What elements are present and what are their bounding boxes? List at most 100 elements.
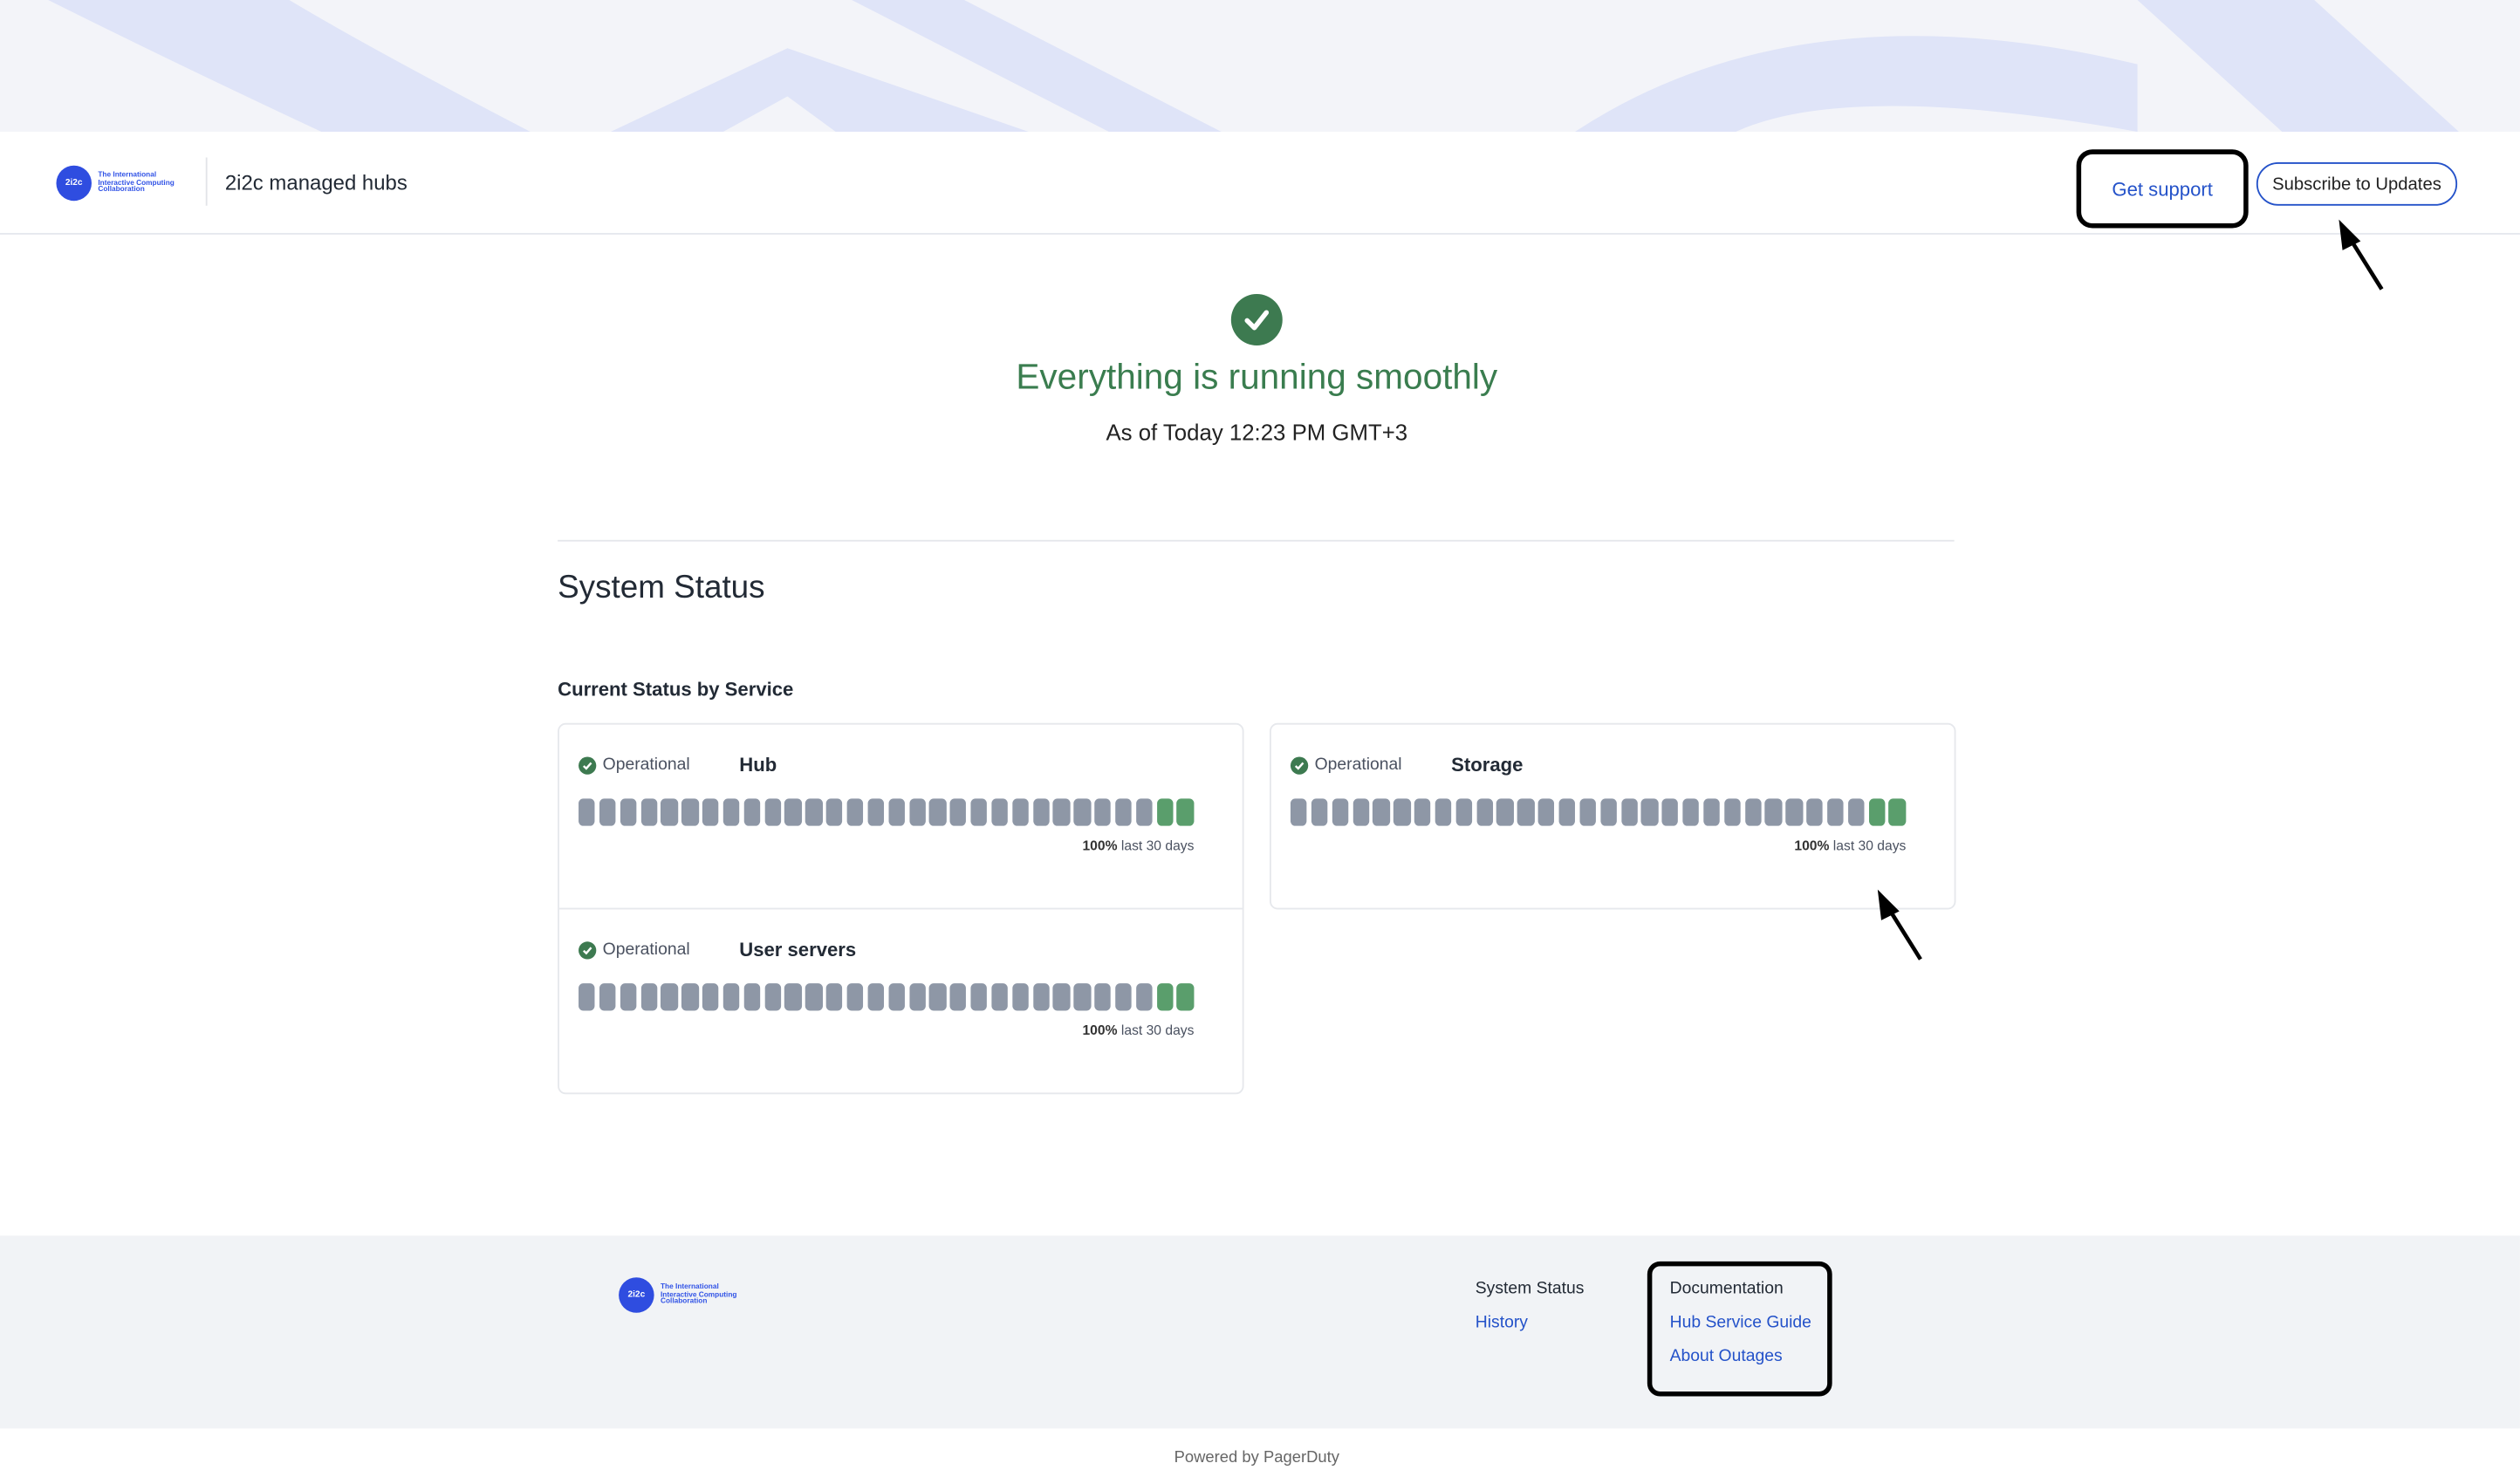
uptime-day-bar[interactable] xyxy=(1177,798,1195,826)
uptime-day-bar[interactable] xyxy=(1156,798,1174,826)
subscribe-button[interactable]: Subscribe to Updates xyxy=(2256,162,2458,206)
uptime-day-bar[interactable] xyxy=(620,983,637,1011)
uptime-day-bar[interactable] xyxy=(908,983,926,1011)
uptime-day-bar[interactable] xyxy=(970,983,988,1011)
uptime-day-bar[interactable] xyxy=(702,983,719,1011)
uptime-day-bar[interactable] xyxy=(1682,798,1700,826)
uptime-day-bar[interactable] xyxy=(1373,798,1390,826)
uptime-day-bar[interactable] xyxy=(887,983,905,1011)
uptime-day-bar[interactable] xyxy=(1094,798,1112,826)
logo-text: The International Interactive Computing … xyxy=(98,170,175,194)
uptime-day-bar[interactable] xyxy=(640,983,657,1011)
uptime-day-bar[interactable] xyxy=(929,983,947,1011)
uptime-day-bar[interactable] xyxy=(661,983,678,1011)
uptime-day-bar[interactable] xyxy=(1641,798,1659,826)
get-support-button[interactable]: Get support xyxy=(2076,149,2249,229)
uptime-day-bar[interactable] xyxy=(764,798,781,826)
uptime-day-bar[interactable] xyxy=(867,798,885,826)
uptime-day-bar[interactable] xyxy=(1620,798,1638,826)
uptime-day-bar[interactable] xyxy=(1011,798,1029,826)
uptime-day-bar[interactable] xyxy=(1765,798,1783,826)
uptime-day-bar[interactable] xyxy=(1094,983,1112,1011)
uptime-day-bar[interactable] xyxy=(743,983,761,1011)
uptime-day-bar[interactable] xyxy=(1806,798,1824,826)
uptime-day-bar[interactable] xyxy=(1476,798,1493,826)
uptime-day-bar[interactable] xyxy=(991,798,1009,826)
check-circle-icon xyxy=(579,756,597,774)
uptime-day-bar[interactable] xyxy=(1032,798,1050,826)
uptime-day-bar[interactable] xyxy=(929,798,947,826)
uptime-day-bar[interactable] xyxy=(1332,798,1349,826)
logo[interactable]: 2i2c The International Interactive Compu… xyxy=(56,165,188,202)
uptime-day-bar[interactable] xyxy=(743,798,761,826)
footer-link-hub-service-guide[interactable]: Hub Service Guide xyxy=(1669,1312,1811,1332)
uptime-day-bar[interactable] xyxy=(1156,983,1174,1011)
uptime-day-bar[interactable] xyxy=(1827,798,1844,826)
footer-link-history[interactable]: History xyxy=(1475,1312,1528,1332)
uptime-day-bar[interactable] xyxy=(1177,983,1195,1011)
uptime-day-bar[interactable] xyxy=(1435,798,1452,826)
uptime-day-bar[interactable] xyxy=(1032,983,1050,1011)
footer-link-about-outages[interactable]: About Outages xyxy=(1669,1346,1783,1366)
uptime-day-bar[interactable] xyxy=(867,983,885,1011)
uptime-day-bar[interactable] xyxy=(970,798,988,826)
uptime-day-bar[interactable] xyxy=(1558,798,1576,826)
uptime-day-bar[interactable] xyxy=(949,798,967,826)
uptime-day-bar[interactable] xyxy=(1073,798,1091,826)
uptime-day-bar[interactable] xyxy=(599,983,616,1011)
uptime-day-bar[interactable] xyxy=(1135,798,1153,826)
uptime-day-bar[interactable] xyxy=(1847,798,1865,826)
uptime-day-bar[interactable] xyxy=(1352,798,1369,826)
uptime-day-bar[interactable] xyxy=(949,983,967,1011)
uptime-day-bar[interactable] xyxy=(1888,798,1906,826)
powered-by[interactable]: Powered by PagerDuty xyxy=(1174,1449,1339,1467)
uptime-day-bar[interactable] xyxy=(1011,983,1029,1011)
uptime-day-bar[interactable] xyxy=(1723,798,1741,826)
uptime-day-bar[interactable] xyxy=(908,798,926,826)
uptime-day-bar[interactable] xyxy=(640,798,657,826)
uptime-day-bar[interactable] xyxy=(991,983,1009,1011)
uptime-day-bar[interactable] xyxy=(681,798,699,826)
uptime-day-bar[interactable] xyxy=(661,798,678,826)
uptime-day-bar[interactable] xyxy=(1053,798,1071,826)
uptime-day-bar[interactable] xyxy=(784,798,802,826)
uptime-day-bar[interactable] xyxy=(1115,798,1133,826)
uptime-day-bar[interactable] xyxy=(1455,798,1473,826)
uptime-day-bar[interactable] xyxy=(1744,798,1762,826)
uptime-day-bar[interactable] xyxy=(825,983,843,1011)
uptime-day-bar[interactable] xyxy=(805,798,823,826)
uptime-day-bar[interactable] xyxy=(1394,798,1411,826)
uptime-day-bar[interactable] xyxy=(1496,798,1514,826)
uptime-day-bar[interactable] xyxy=(722,983,740,1011)
uptime-day-bar[interactable] xyxy=(1290,798,1307,826)
uptime-day-bar[interactable] xyxy=(1599,798,1617,826)
uptime-day-bar[interactable] xyxy=(1414,798,1431,826)
uptime-day-bar[interactable] xyxy=(1135,983,1153,1011)
uptime-day-bar[interactable] xyxy=(599,798,616,826)
uptime-day-bar[interactable] xyxy=(681,983,699,1011)
uptime-day-bar[interactable] xyxy=(702,798,719,826)
uptime-day-bar[interactable] xyxy=(1517,798,1535,826)
uptime-day-bar[interactable] xyxy=(1115,983,1133,1011)
uptime-day-bar[interactable] xyxy=(1073,983,1091,1011)
uptime-day-bar[interactable] xyxy=(887,798,905,826)
uptime-day-bar[interactable] xyxy=(784,983,802,1011)
uptime-day-bar[interactable] xyxy=(764,983,781,1011)
uptime-day-bar[interactable] xyxy=(846,798,864,826)
uptime-day-bar[interactable] xyxy=(1868,798,1886,826)
uptime-day-bar[interactable] xyxy=(722,798,740,826)
uptime-day-bar[interactable] xyxy=(1311,798,1328,826)
uptime-day-bar[interactable] xyxy=(825,798,843,826)
uptime-day-bar[interactable] xyxy=(1703,798,1721,826)
uptime-day-bar[interactable] xyxy=(1785,798,1803,826)
uptime-day-bar[interactable] xyxy=(1537,798,1555,826)
uptime-day-bar[interactable] xyxy=(1053,983,1071,1011)
footer-logo[interactable]: 2i2c The International Interactive Compu… xyxy=(619,1277,750,1313)
uptime-day-bar[interactable] xyxy=(1661,798,1679,826)
uptime-day-bar[interactable] xyxy=(805,983,823,1011)
uptime-day-bar[interactable] xyxy=(579,983,596,1011)
uptime-day-bar[interactable] xyxy=(579,798,596,826)
uptime-day-bar[interactable] xyxy=(846,983,864,1011)
uptime-day-bar[interactable] xyxy=(1579,798,1597,826)
uptime-day-bar[interactable] xyxy=(620,798,637,826)
